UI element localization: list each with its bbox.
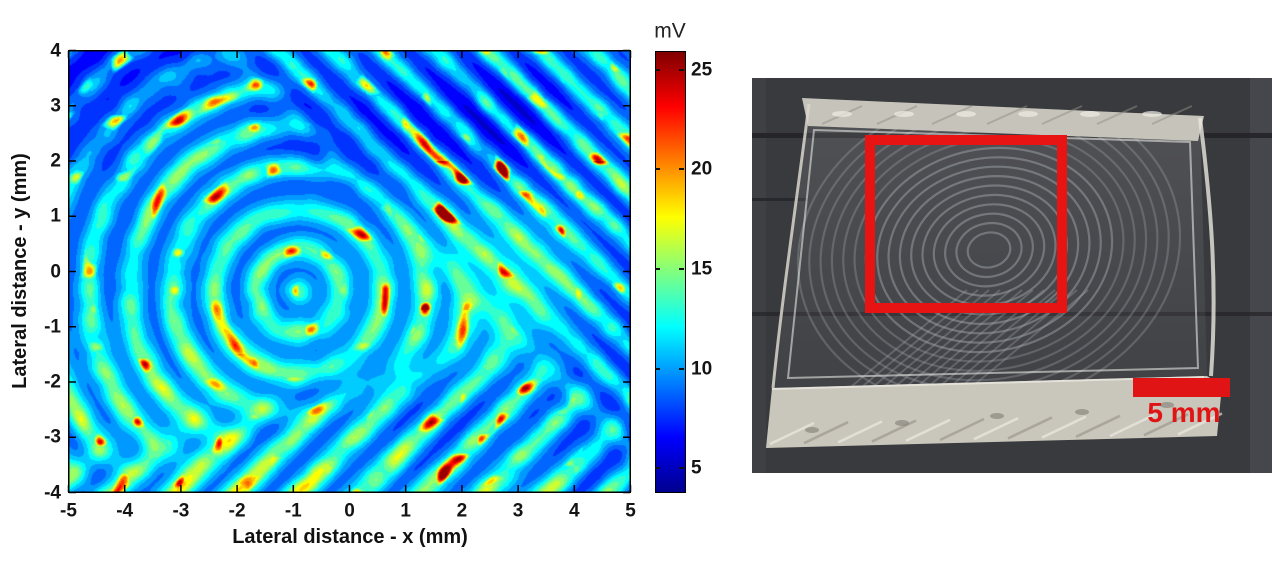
x-tick-label: 3: [512, 500, 524, 522]
y-tick-label: -4: [44, 482, 61, 503]
colorbar-tick-mark: [679, 467, 684, 470]
colorbar-tick-mark: [679, 168, 684, 171]
bottom-edge-streak: [837, 420, 883, 444]
x-tick-label: -5: [60, 500, 77, 522]
bottom-edge-speck: [1160, 402, 1174, 408]
slab-top-edge-texture: [821, 105, 1193, 125]
x-tick-label: 2: [456, 500, 468, 522]
top-edge-streak: [986, 105, 1028, 125]
slab-top-edge: [802, 98, 1204, 141]
photo-bg-right-strip: [1250, 78, 1272, 473]
bottom-edge-streak: [1075, 414, 1121, 438]
colorbar-tick-label: 25: [691, 59, 713, 81]
top-edge-highlight: [1142, 111, 1162, 117]
bottom-edge-streak: [973, 417, 1019, 441]
slab-left-edge: [771, 103, 811, 389]
fingerprint-ridge: [796, 103, 1182, 390]
x-tick-label: 5: [625, 500, 636, 522]
bottom-edge-streak: [905, 418, 951, 442]
sample-photo: 5 mm: [752, 78, 1272, 473]
wood-seam: [752, 198, 808, 201]
bottom-edge-streak: [871, 419, 917, 443]
y-tick-label: -3: [44, 426, 61, 448]
x-tick-label: 1: [400, 500, 411, 522]
x-tick-label: -3: [172, 500, 190, 522]
colorbar-tick-mark: [679, 367, 684, 370]
bottom-edge-speck: [805, 427, 819, 433]
fingerprint-ridge: [898, 175, 1080, 325]
slab-bottom-highlight: [771, 376, 1205, 390]
colorbar-tick-mark: [655, 467, 660, 470]
colorbar-gradient: [655, 51, 686, 493]
slab-bottom-edge-texture: [769, 402, 1223, 446]
colorbar-tick-mark: [679, 268, 684, 270]
bottom-edge-streak: [803, 421, 849, 445]
colorbar-tick-mark: [655, 268, 660, 270]
x-axis-label: Lateral distance - x (mm): [232, 526, 468, 548]
fingerprint-ridge: [972, 289, 1089, 387]
y-tick-label: 1: [50, 205, 61, 227]
colorbar-tick-mark: [655, 68, 660, 71]
x-tick-label: -2: [228, 500, 246, 522]
y-tick-label: 2: [50, 150, 61, 172]
top-edge-highlight: [832, 111, 852, 117]
y-tick-label: 3: [50, 95, 61, 117]
bottom-edge-speck: [895, 420, 909, 426]
colorbar-tick-label: 5: [691, 457, 702, 479]
y-tick-label: 0: [50, 261, 61, 282]
colorbar-tick-mark: [655, 367, 660, 370]
colorbar-tick-mark: [679, 68, 684, 71]
colorbar-tick-label: 15: [691, 258, 713, 280]
x-tick-label: 4: [569, 500, 580, 522]
fingerprint-ridge: [944, 212, 1034, 288]
x-tick-label: -4: [116, 500, 134, 522]
top-edge-highlight: [1080, 111, 1100, 117]
bottom-edge-streak: [1007, 416, 1053, 440]
roi-box: [865, 135, 1067, 313]
fingerprint-ridge: [955, 222, 1023, 278]
bottom-edge-speck: [1075, 409, 1089, 415]
top-edge-highlight: [956, 111, 976, 117]
fingerprint-ridge: [966, 231, 1012, 269]
top-edge-streak: [1151, 105, 1193, 125]
bottom-edge-streak: [1177, 412, 1223, 436]
colorbar-tick-mark: [655, 168, 660, 171]
slab-body: [772, 103, 1207, 390]
bottom-edge-streak: [769, 421, 815, 446]
top-edge-streak: [1041, 105, 1083, 125]
y-tick-label: 4: [50, 40, 61, 61]
fingerprint-ridge: [842, 127, 1136, 373]
fingerprint-ridge: [932, 203, 1046, 297]
fingerprint-ridge: [876, 156, 1102, 344]
slab-bottom-edge: [766, 376, 1222, 448]
colorbar-tick-label: 10: [691, 358, 713, 380]
scale-bar: [1133, 378, 1230, 397]
bottom-edge-speck: [990, 413, 1004, 419]
y-tick-label: -2: [44, 371, 61, 393]
photo-bg-left-strip: [752, 78, 766, 473]
top-edge-streak: [1096, 105, 1138, 125]
scale-bar-label: 5 mm: [1147, 397, 1220, 428]
top-edge-streak: [931, 105, 973, 125]
colorbar-tick-label: 20: [691, 158, 713, 180]
x-tick-label: -1: [284, 500, 302, 522]
bottom-edge-streak: [939, 417, 985, 442]
top-edge-highlight: [894, 111, 914, 117]
bottom-edge-streak: [1041, 415, 1087, 439]
bottom-edge-streak: [1143, 413, 1189, 437]
x-tick-label: 0: [344, 500, 355, 522]
colorbar-title: mV: [654, 19, 686, 43]
top-edge-highlight: [1018, 111, 1038, 117]
slab-right-edge: [1198, 117, 1216, 377]
fingerprint-ridge: [887, 165, 1091, 335]
y-tick-label: -1: [44, 316, 61, 338]
bottom-edge-streak: [1109, 413, 1155, 438]
